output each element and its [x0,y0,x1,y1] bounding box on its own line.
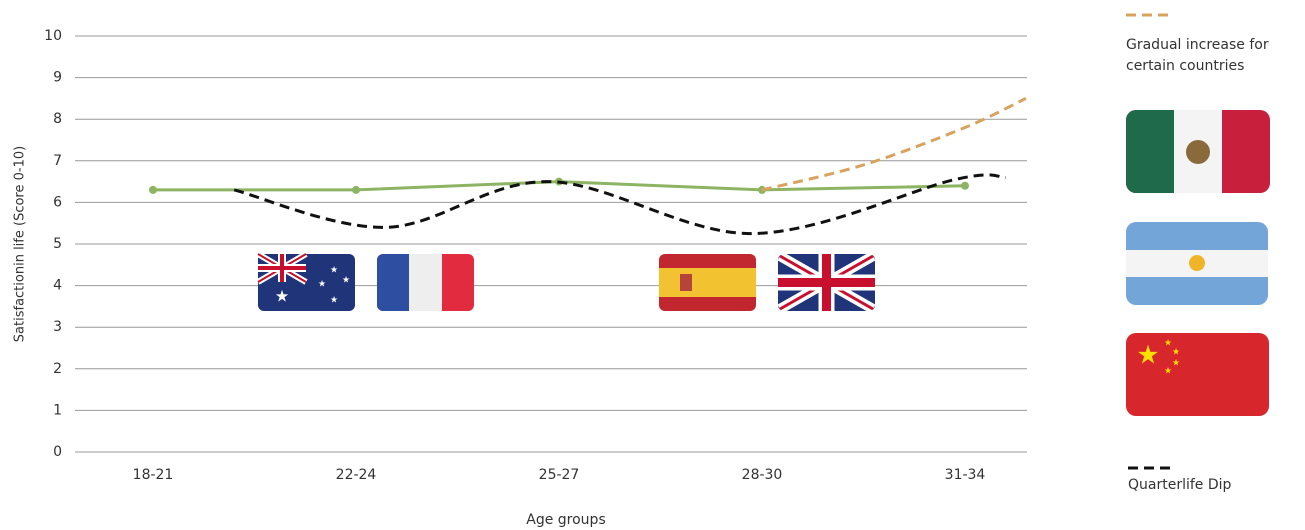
dashed-curve [761,97,1027,192]
flag-china: ★ ★ ★ ★ ★ [1126,333,1269,416]
y-tick-label: 1 [53,402,62,418]
y-tick-label: 9 [53,70,62,86]
flags: ★ ★ ★ ★ ★ [256,110,1270,416]
x-tick-label: 31-34 [945,467,986,483]
dashed-curve [233,173,1006,236]
y-tick-label: 3 [53,319,62,335]
y-tick-label: 8 [53,111,62,127]
x-axis-title: Age groups [526,512,605,528]
y-tick-label: 10 [44,28,62,44]
svg-text:★: ★ [318,280,326,290]
svg-text:★: ★ [275,287,289,306]
y-tick-label: 4 [53,278,62,294]
svg-text:★: ★ [330,266,338,276]
y-tick-label: 6 [53,194,62,210]
flag-australia: ★ ★ ★ ★ ★ [256,251,355,311]
flag-uk [777,251,876,314]
svg-text:★: ★ [1164,339,1172,349]
flag-spain [659,254,756,311]
svg-text:★: ★ [1172,359,1180,369]
legend-label: Quarterlife Dip [1128,477,1232,493]
x-tick-label: 25-27 [539,467,580,483]
point [352,185,360,194]
svg-text:★: ★ [330,296,338,306]
svg-text:★: ★ [1172,348,1180,358]
flag-france [377,254,474,311]
svg-text:★: ★ [342,276,350,286]
svg-text:★: ★ [1164,367,1172,377]
x-tick-label: 18-21 [133,467,174,483]
y-tick-label: 5 [53,236,62,252]
point [149,185,157,194]
y-tick-label: 2 [53,361,62,377]
y-tick-label: 7 [53,153,62,169]
y-axis-title: Satisfactionin life (Score 0-10) [13,146,28,342]
x-tick-label: 22-24 [336,467,377,483]
legend-label: Gradual increase for certain countries [1126,37,1269,74]
x-tick-label: 28-30 [742,467,783,483]
y-tick-label: 0 [53,444,62,460]
flag-mexico [1126,110,1270,193]
svg-text:★: ★ [1136,341,1159,371]
flag-argentina [1126,222,1268,305]
point [961,181,969,190]
